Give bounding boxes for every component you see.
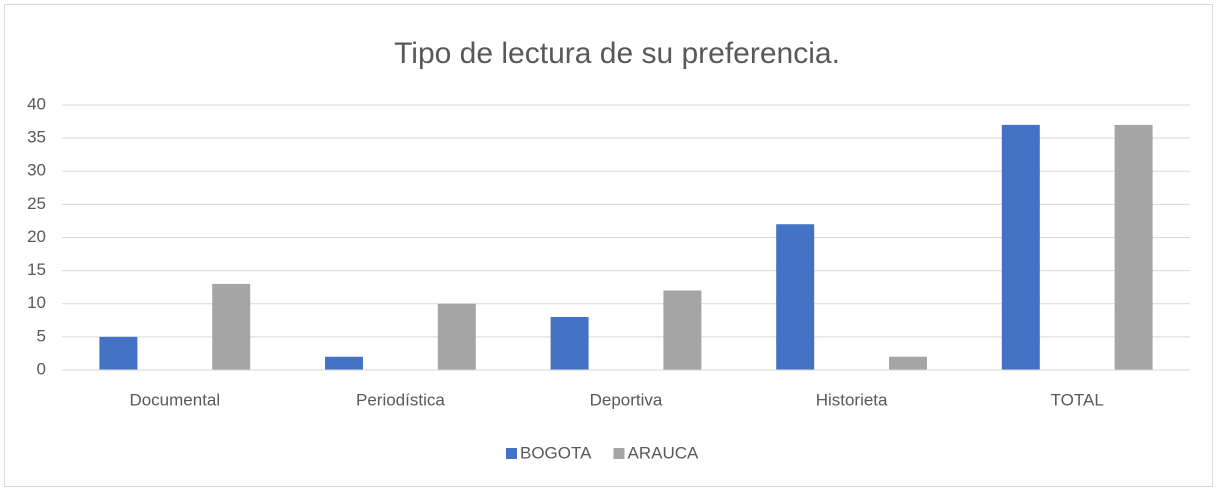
bar (99, 336, 138, 370)
y-tick-label: 25 (27, 194, 46, 213)
y-tick-label: 40 (27, 94, 46, 113)
bar (550, 317, 589, 370)
y-tick-label: 0 (37, 359, 46, 378)
x-tick-label: Documental (129, 390, 220, 409)
legend-swatch (506, 448, 517, 459)
bar (212, 283, 251, 370)
x-tick-label: TOTAL (1051, 390, 1104, 409)
bar (889, 356, 927, 370)
x-tick-label: Deportiva (590, 390, 663, 409)
y-tick-label: 20 (27, 227, 46, 246)
y-tick-label: 35 (27, 128, 46, 147)
bar (663, 290, 702, 370)
bar (1001, 124, 1040, 370)
bar (437, 303, 476, 370)
bar (776, 224, 815, 370)
legend-label: ARAUCA (627, 443, 699, 462)
bar (1114, 124, 1153, 370)
bar (325, 356, 363, 370)
y-tick-label: 30 (27, 161, 46, 180)
x-tick-label: Periodística (356, 390, 445, 409)
chart-title: Tipo de lectura de su preferencia. (394, 37, 840, 70)
y-tick-label: 5 (37, 326, 46, 345)
y-tick-label: 15 (27, 260, 46, 279)
legend-swatch (613, 448, 625, 459)
legend-label: BOGOTA (520, 443, 592, 462)
x-tick-label: Historieta (816, 390, 888, 409)
y-tick-label: 10 (27, 293, 46, 312)
